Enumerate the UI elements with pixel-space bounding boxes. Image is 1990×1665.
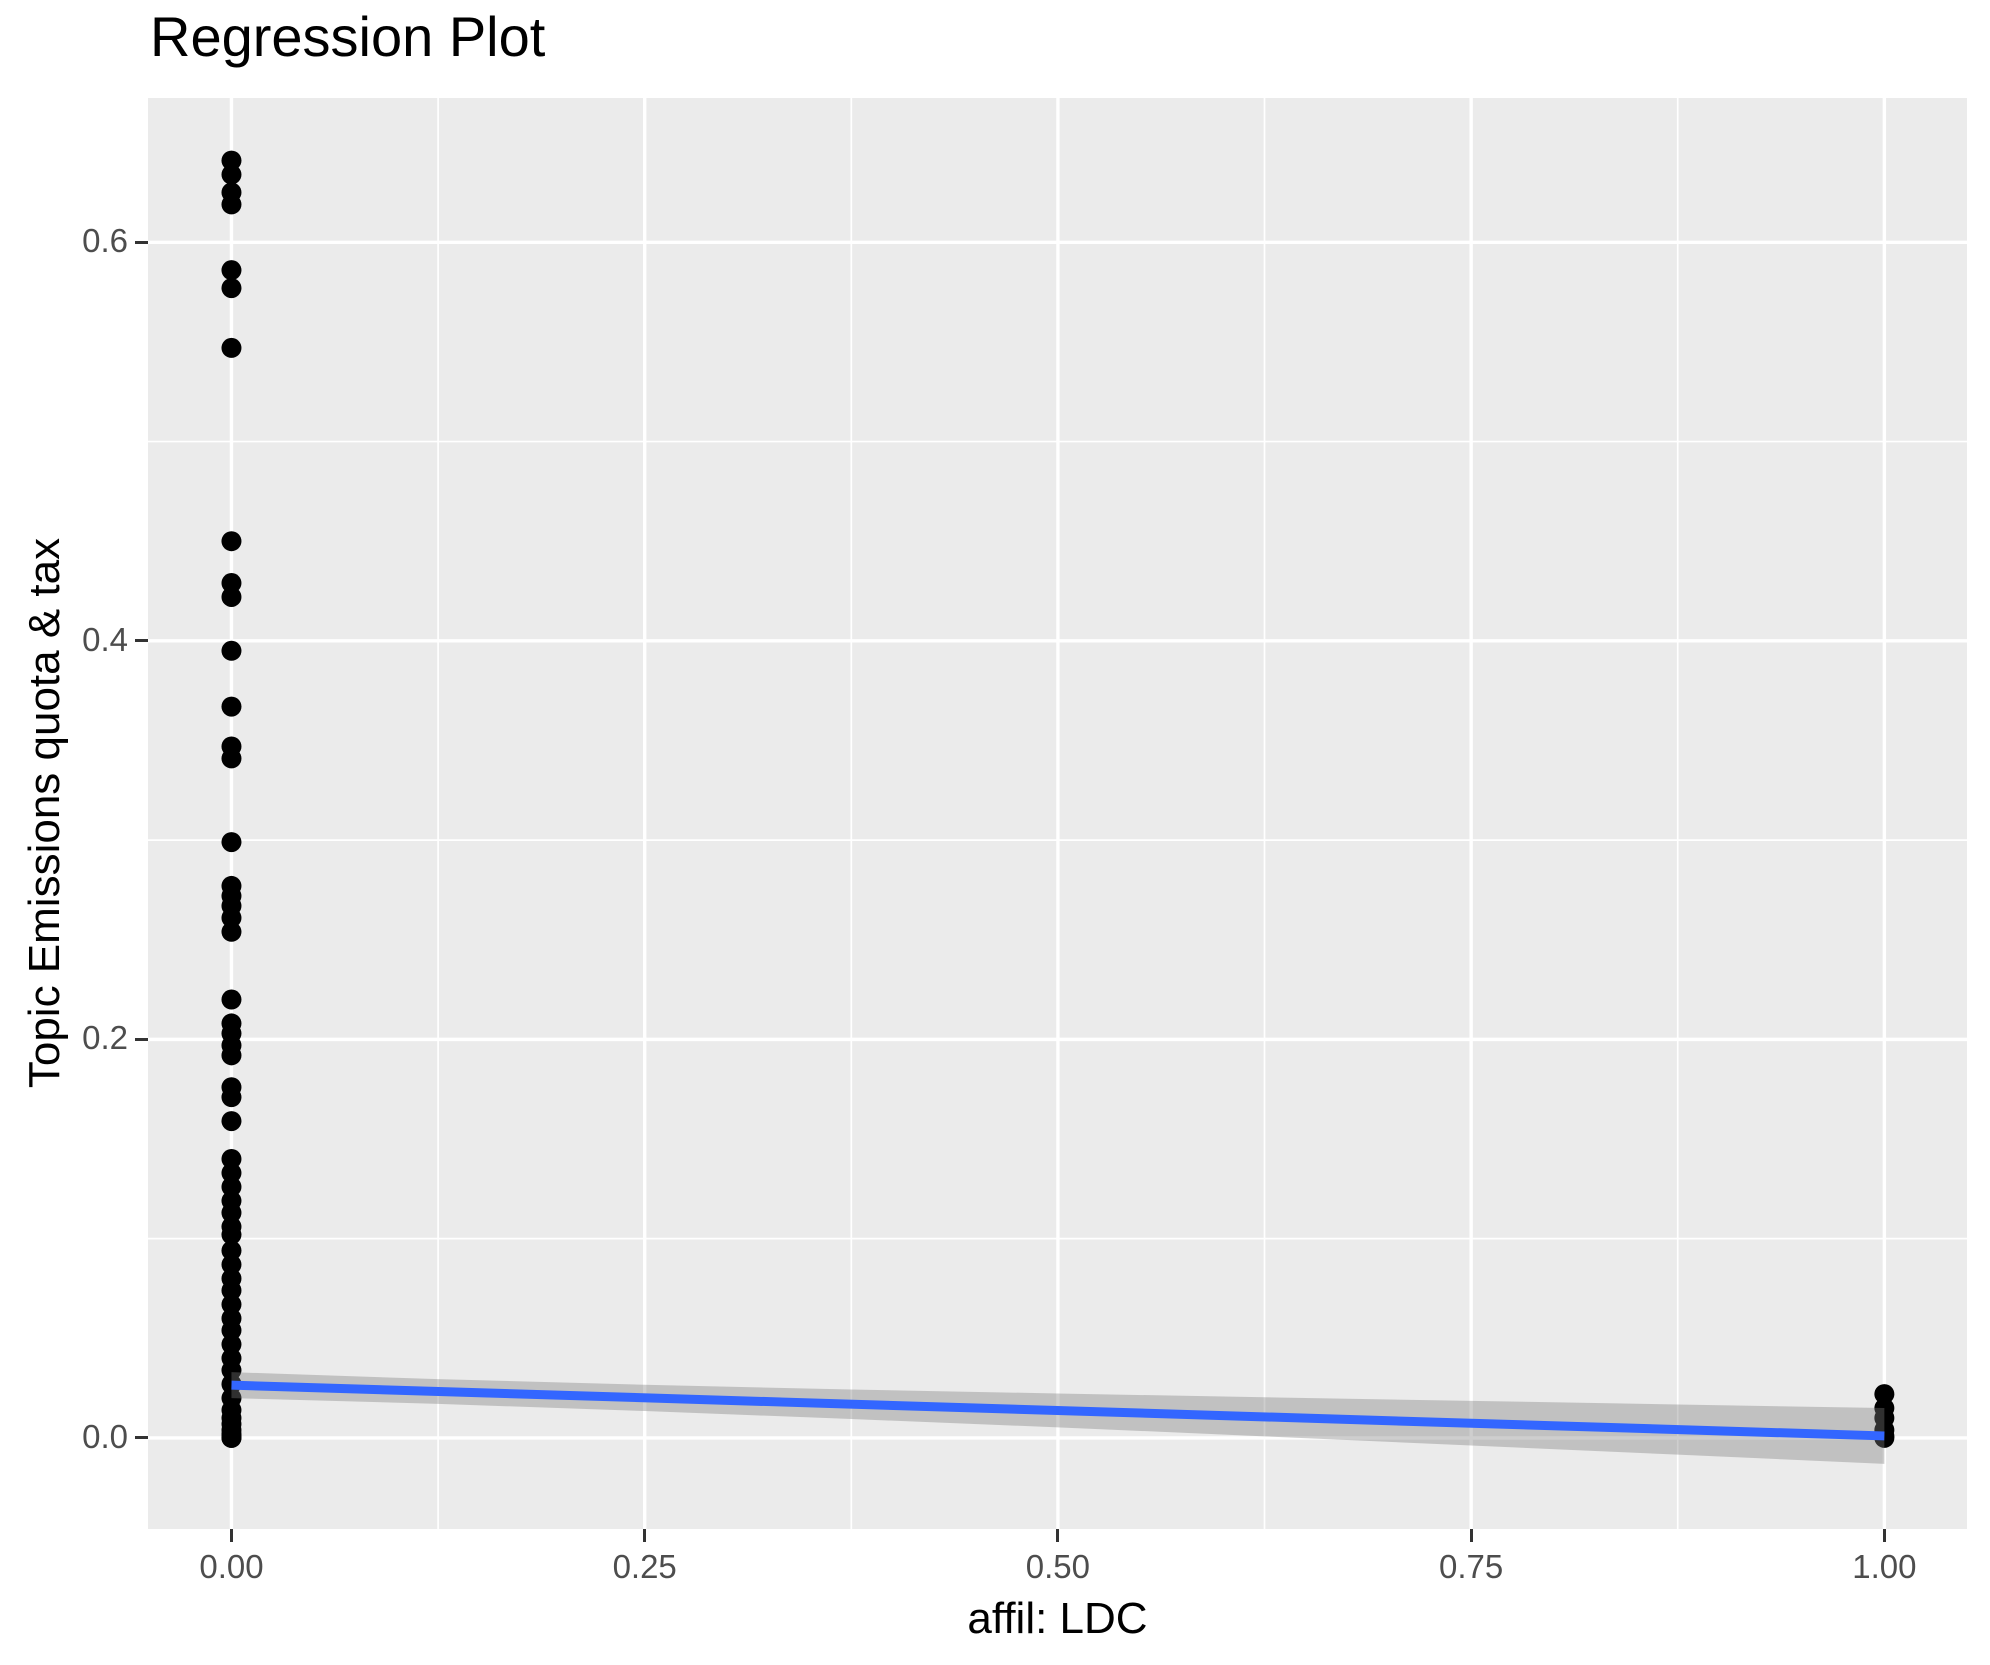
data-point — [221, 164, 242, 185]
plot-panel — [148, 98, 1967, 1529]
x-axis-title: affil: LDC — [967, 1594, 1148, 1643]
data-point — [221, 278, 242, 299]
x-axis-tick-mark — [1469, 1529, 1473, 1542]
data-point — [221, 1045, 242, 1066]
x-tick-label: 0.00 — [199, 1548, 264, 1585]
plot-canvas — [148, 98, 1967, 1529]
y-tick-label: 0.4 — [82, 620, 128, 658]
y-tick-label: 0.2 — [82, 1019, 128, 1057]
plot-title: Regression Plot — [150, 5, 546, 68]
x-tick-label: 0.25 — [612, 1548, 677, 1585]
y-axis-tick-mark — [135, 1436, 148, 1440]
data-point — [221, 1224, 242, 1245]
data-point — [221, 921, 242, 942]
y-axis-tick-mark — [135, 639, 148, 643]
y-axis-tick-mark — [135, 240, 148, 244]
x-tick-label: 0.50 — [1025, 1548, 1091, 1585]
data-point — [221, 696, 242, 717]
data-point — [221, 1111, 242, 1132]
data-point — [221, 194, 242, 215]
x-tick-label: 1.00 — [1852, 1548, 1917, 1585]
data-point — [221, 989, 242, 1010]
data-point — [221, 907, 242, 928]
x-axis-tick-mark — [229, 1529, 233, 1542]
data-point — [221, 1427, 242, 1448]
regression-line — [231, 1380, 1885, 1441]
data-point — [221, 1280, 242, 1301]
data-point — [221, 832, 242, 853]
data-point — [221, 586, 242, 607]
data-point — [1874, 1384, 1895, 1405]
data-point — [221, 1320, 242, 1341]
data-point — [221, 640, 242, 661]
data-point — [221, 150, 242, 171]
data-point — [221, 337, 242, 358]
y-tick-label: 0.0 — [82, 1417, 128, 1455]
data-point — [221, 1202, 242, 1223]
x-axis-tick-mark — [1056, 1529, 1060, 1542]
data-point — [221, 573, 242, 594]
data-point — [221, 1148, 242, 1169]
data-point — [221, 1294, 242, 1315]
x-axis-tick-mark — [1882, 1529, 1886, 1542]
data-point — [221, 1162, 242, 1183]
data-point — [221, 1334, 242, 1355]
y-axis-tick-mark — [135, 1037, 148, 1041]
data-point — [221, 1087, 242, 1108]
data-point — [221, 1176, 242, 1197]
y-tick-label: 0.6 — [82, 222, 128, 260]
y-axis-title: Topic Emissions quota & tax — [20, 537, 69, 1089]
data-point — [221, 1254, 242, 1275]
data-point — [221, 748, 242, 769]
data-point — [221, 531, 242, 552]
x-tick-label: 0.75 — [1439, 1548, 1504, 1585]
data-point — [221, 1240, 242, 1261]
data-point — [221, 1360, 242, 1381]
data-point — [221, 260, 242, 281]
x-axis-tick-mark — [643, 1529, 647, 1542]
